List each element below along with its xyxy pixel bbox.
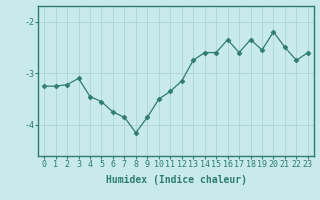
X-axis label: Humidex (Indice chaleur): Humidex (Indice chaleur)	[106, 175, 246, 185]
